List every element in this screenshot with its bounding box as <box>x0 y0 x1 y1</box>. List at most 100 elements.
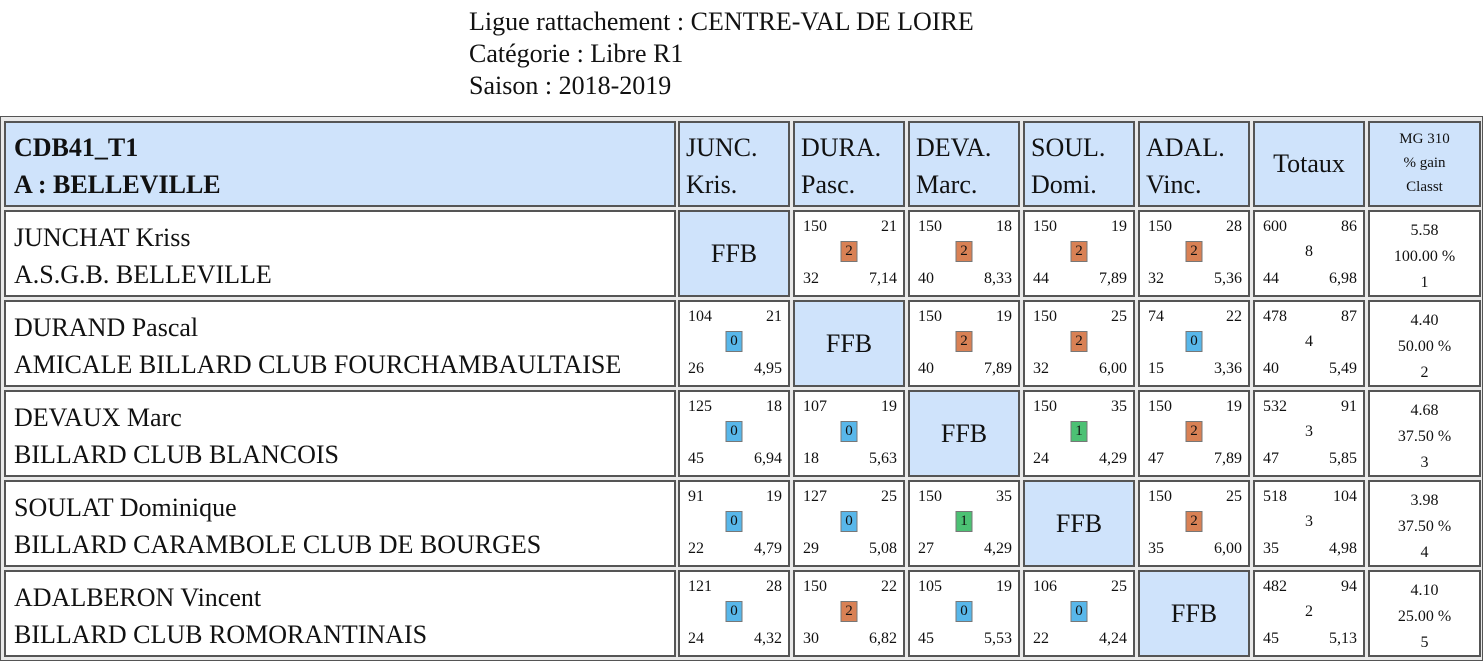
total-reprises: 86 <box>1341 218 1357 235</box>
mg-header-line3: Classt <box>1406 179 1443 195</box>
result-classement: 3 <box>1420 454 1429 471</box>
match-points-badge: 0 <box>1070 601 1088 622</box>
match-score-cell: 150 35 1 24 4,29 <box>1023 390 1135 477</box>
player-name: DEVAUX Marc <box>14 403 182 432</box>
match-moyenne: 4,95 <box>754 360 782 377</box>
match-serie: 44 <box>1033 270 1049 287</box>
match-serie: 18 <box>803 450 819 467</box>
match-moyenne: 5,53 <box>984 630 1012 647</box>
match-points: 105 <box>918 578 942 595</box>
match-reprises: 18 <box>996 218 1012 235</box>
match-points-badge-wrap: 1 <box>955 511 973 532</box>
totals-cell: 482 94 2 45 5,13 <box>1253 570 1365 657</box>
result-cell: 5.58 100.00 % 1 <box>1368 210 1481 297</box>
match-points: 150 <box>1148 218 1172 235</box>
total-serie: 44 <box>1263 270 1279 287</box>
match-moyenne: 7,89 <box>1214 450 1242 467</box>
opponent-header-line2: Vinc. <box>1146 170 1202 199</box>
match-moyenne: 6,00 <box>1099 360 1127 377</box>
match-serie: 26 <box>688 360 704 377</box>
match-points: 121 <box>688 578 712 595</box>
match-serie: 24 <box>1033 450 1049 467</box>
match-serie: 15 <box>1148 360 1164 377</box>
match-points-badge-wrap: 0 <box>840 421 858 442</box>
result-cell: 4.40 50.00 % 2 <box>1368 300 1481 387</box>
match-reprises: 21 <box>766 308 782 325</box>
ffb-cell: FFB <box>793 300 905 387</box>
result-cell: 4.10 25.00 % 5 <box>1368 570 1481 657</box>
opponent-header-soul: SOUL. Domi. <box>1023 121 1135 207</box>
match-points-badge-wrap: 0 <box>725 511 743 532</box>
opponent-header-line2: Marc. <box>916 170 978 199</box>
match-points-badge-wrap: 2 <box>840 241 858 262</box>
match-points-badge-wrap: 0 <box>725 331 743 352</box>
match-moyenne: 8,33 <box>984 270 1012 287</box>
match-serie: 24 <box>688 630 704 647</box>
totals-cell: 478 87 4 40 5,49 <box>1253 300 1365 387</box>
poule-code: CDB41_T1 <box>14 133 139 162</box>
mg-header-line2: % gain <box>1403 155 1446 171</box>
result-cell: 3.98 37.50 % 4 <box>1368 480 1481 567</box>
match-score-cell: 105 19 0 45 5,53 <box>908 570 1020 657</box>
match-reprises: 19 <box>996 308 1012 325</box>
match-points-badge: 2 <box>1070 331 1088 352</box>
total-moyenne: 6,98 <box>1329 270 1357 287</box>
match-points-badge-wrap: 2 <box>1185 421 1203 442</box>
opponent-header-line1: DEVA. <box>916 133 992 162</box>
player-name: SOULAT Dominique <box>14 493 237 522</box>
match-score-cell: 107 19 0 18 5,63 <box>793 390 905 477</box>
match-serie: 40 <box>918 360 934 377</box>
match-points-badge: 1 <box>955 511 973 532</box>
ffb-label: FFB <box>940 418 988 448</box>
total-match-points: 3 <box>1305 513 1313 530</box>
match-points: 125 <box>688 398 712 415</box>
match-points-badge: 2 <box>840 601 858 622</box>
match-points-badge: 0 <box>725 331 743 352</box>
match-points: 104 <box>688 308 712 325</box>
total-match-points: 2 <box>1305 603 1313 620</box>
ffb-cell: FFB <box>678 210 790 297</box>
player-cell: JUNCHAT Kriss A.S.G.B. BELLEVILLE <box>4 210 676 297</box>
match-points-badge: 2 <box>955 331 973 352</box>
totals-cell: 532 91 3 47 5,85 <box>1253 390 1365 477</box>
total-serie: 40 <box>1263 360 1279 377</box>
ffb-cell: FFB <box>908 390 1020 477</box>
match-serie: 27 <box>918 540 934 557</box>
result-gain: 25.00 % <box>1397 608 1452 625</box>
match-points: 150 <box>803 218 827 235</box>
ffb-label: FFB <box>1170 598 1218 628</box>
match-points-badge: 0 <box>725 511 743 532</box>
opponent-header-line1: ADAL. <box>1146 133 1225 162</box>
match-score-cell: 125 18 0 45 6,94 <box>678 390 790 477</box>
match-points-badge: 1 <box>1070 421 1088 442</box>
match-serie: 32 <box>1033 360 1049 377</box>
match-serie: 30 <box>803 630 819 647</box>
total-moyenne: 4,98 <box>1329 540 1357 557</box>
match-moyenne: 4,29 <box>984 540 1012 557</box>
match-reprises: 25 <box>1111 308 1127 325</box>
result-cell: 4.68 37.50 % 3 <box>1368 390 1481 477</box>
opponent-header-line1: DURA. <box>801 133 882 162</box>
match-points-badge-wrap: 2 <box>1185 241 1203 262</box>
match-score-cell: 150 25 2 32 6,00 <box>1023 300 1135 387</box>
match-serie: 22 <box>688 540 704 557</box>
match-moyenne: 4,32 <box>754 630 782 647</box>
total-serie: 45 <box>1263 630 1279 647</box>
result-mg: 4.40 <box>1410 312 1439 329</box>
player-club: AMICALE BILLARD CLUB FOURCHAMBAULTAISE <box>14 350 622 379</box>
ffb-label: FFB <box>1055 508 1103 538</box>
match-score-cell: 150 35 1 27 4,29 <box>908 480 1020 567</box>
match-reprises: 25 <box>1226 488 1242 505</box>
result-mg: 4.68 <box>1410 402 1439 419</box>
total-moyenne: 5,13 <box>1329 630 1357 647</box>
match-points: 106 <box>1033 578 1057 595</box>
match-reprises: 22 <box>1226 308 1242 325</box>
match-reprises: 28 <box>1226 218 1242 235</box>
match-points: 150 <box>1033 218 1057 235</box>
result-gain: 37.50 % <box>1397 518 1452 535</box>
total-reprises: 94 <box>1341 578 1357 595</box>
total-points: 532 <box>1263 398 1287 415</box>
match-reprises: 22 <box>881 578 897 595</box>
match-points-badge-wrap: 0 <box>1070 601 1088 622</box>
match-points: 150 <box>1148 398 1172 415</box>
